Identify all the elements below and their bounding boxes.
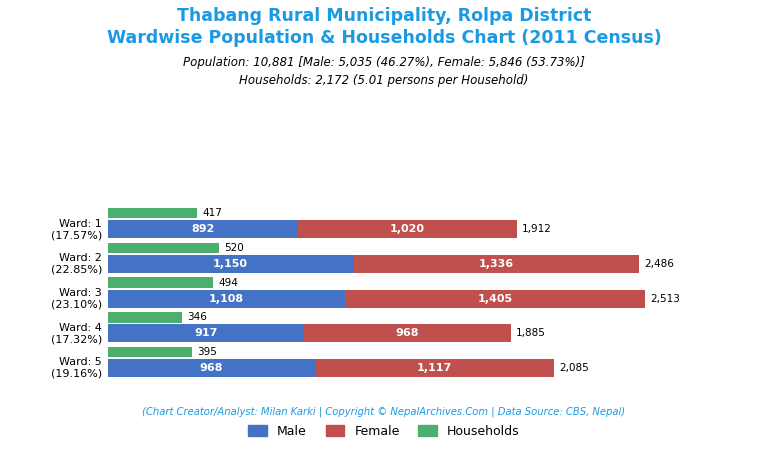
Text: 2,513: 2,513 xyxy=(650,294,680,304)
Bar xyxy=(108,220,298,238)
Bar xyxy=(108,324,303,343)
Bar xyxy=(353,255,640,273)
Text: 1,912: 1,912 xyxy=(522,224,551,234)
Bar xyxy=(108,347,192,357)
Bar xyxy=(108,290,345,308)
Bar xyxy=(303,324,511,343)
Text: 1,336: 1,336 xyxy=(479,259,514,269)
Bar xyxy=(108,243,219,253)
Text: 1,020: 1,020 xyxy=(390,224,425,234)
Text: 2,486: 2,486 xyxy=(644,259,674,269)
Bar xyxy=(108,277,214,288)
Text: 1,117: 1,117 xyxy=(416,363,452,373)
Text: 520: 520 xyxy=(224,243,244,253)
Text: 1,405: 1,405 xyxy=(477,294,512,304)
Text: Wardwise Population & Households Chart (2011 Census): Wardwise Population & Households Chart (… xyxy=(107,29,661,47)
Text: 2,085: 2,085 xyxy=(559,363,589,373)
Text: Population: 10,881 [Male: 5,035 (46.27%), Female: 5,846 (53.73%)]: Population: 10,881 [Male: 5,035 (46.27%)… xyxy=(183,56,585,69)
Bar xyxy=(108,359,315,377)
Text: 968: 968 xyxy=(396,328,419,339)
Bar xyxy=(298,220,517,238)
Legend: Male, Female, Households: Male, Female, Households xyxy=(243,420,525,443)
Bar xyxy=(108,208,197,219)
Text: 346: 346 xyxy=(187,312,207,322)
Bar xyxy=(315,359,554,377)
Text: Thabang Rural Municipality, Rolpa District: Thabang Rural Municipality, Rolpa Distri… xyxy=(177,7,591,25)
Text: 1,108: 1,108 xyxy=(208,294,243,304)
Text: 968: 968 xyxy=(200,363,223,373)
Text: 1,885: 1,885 xyxy=(516,328,546,339)
Bar xyxy=(108,312,181,322)
Bar xyxy=(345,290,645,308)
Text: 917: 917 xyxy=(194,328,217,339)
Text: Households: 2,172 (5.01 persons per Household): Households: 2,172 (5.01 persons per Hous… xyxy=(240,74,528,87)
Bar xyxy=(108,255,353,273)
Text: (Chart Creator/Analyst: Milan Karki | Copyright © NepalArchives.Com | Data Sourc: (Chart Creator/Analyst: Milan Karki | Co… xyxy=(142,406,626,417)
Text: 417: 417 xyxy=(202,208,222,218)
Text: 892: 892 xyxy=(191,224,214,234)
Text: 395: 395 xyxy=(197,347,217,357)
Text: 1,150: 1,150 xyxy=(213,259,248,269)
Text: 494: 494 xyxy=(219,277,238,288)
